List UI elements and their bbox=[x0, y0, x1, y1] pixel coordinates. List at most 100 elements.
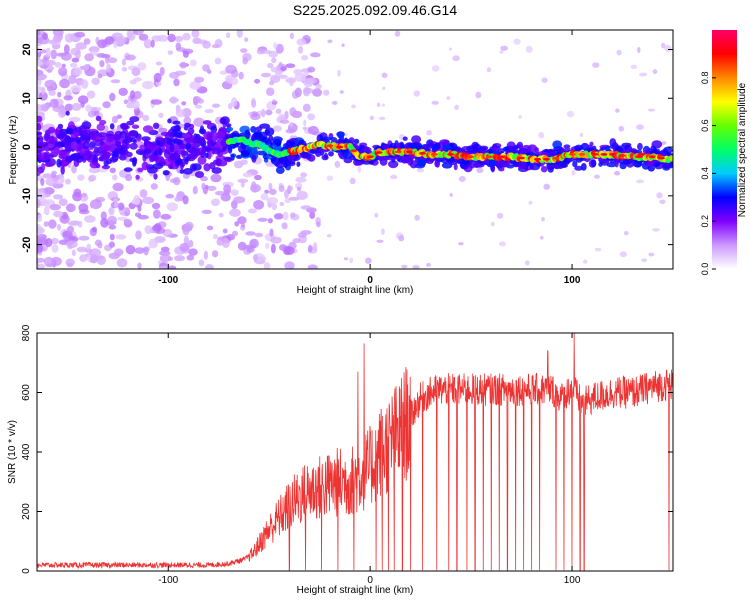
spectrogram-noise-blob bbox=[300, 230, 312, 235]
spectrogram-ridge-peak bbox=[657, 156, 665, 160]
spectrogram-noise-blob bbox=[182, 32, 191, 41]
spectrogram-band-blob bbox=[119, 149, 126, 155]
spectrogram-noise-blob bbox=[390, 174, 398, 180]
spectrogram-noise-blob bbox=[53, 210, 64, 218]
spectrogram-noise-blob bbox=[76, 246, 88, 253]
spectrogram-noise-blob bbox=[289, 78, 294, 87]
spectrogram-band-blob bbox=[74, 127, 83, 133]
spectrogram-band-blob bbox=[126, 120, 135, 126]
spectrogram-band-blob bbox=[427, 143, 435, 148]
spectrogram-band-blob bbox=[230, 153, 235, 161]
spectrogram-noise-blob bbox=[88, 174, 97, 182]
spectrogram-noise-blob bbox=[295, 176, 307, 183]
spectrogram-band-blob bbox=[589, 141, 594, 147]
spectrogram-band-blob bbox=[572, 161, 578, 168]
spectrogram-band-blob bbox=[41, 162, 46, 172]
spectrogram-noise-blob bbox=[592, 62, 600, 68]
spectrogram-noise-blob bbox=[254, 78, 261, 84]
spectrogram-band-blob bbox=[509, 146, 518, 155]
spectrogram-noise-blob bbox=[280, 115, 285, 121]
spectrogram-noise-blob bbox=[45, 237, 53, 248]
spectrogram-noise-blob bbox=[143, 38, 152, 49]
spectrogram-noise-blob bbox=[525, 260, 530, 266]
spectrogram-band-blob bbox=[149, 154, 155, 163]
spectrogram-noise-blob bbox=[201, 209, 212, 214]
spectrogram-noise-blob bbox=[636, 124, 644, 130]
spectrogram-noise-blob bbox=[271, 203, 278, 211]
spectrogram-noise-blob bbox=[73, 188, 82, 198]
spectrogram-band-blob bbox=[122, 138, 130, 144]
spectrogram-band-blob bbox=[217, 160, 228, 167]
spectrogram-band-blob bbox=[184, 122, 191, 128]
spectrogram-noise-blob bbox=[289, 185, 293, 191]
spectrogram-noise-blob bbox=[307, 113, 315, 121]
spectrogram-band-blob bbox=[426, 159, 434, 164]
spectrogram-noise-blob bbox=[150, 183, 158, 190]
spectrogram-band-blob bbox=[209, 162, 216, 170]
spectrogram-band-blob bbox=[81, 121, 92, 130]
spectrogram-band-blob bbox=[268, 135, 274, 142]
spectrogram-noise-blob bbox=[206, 225, 214, 231]
spectrogram-noise-blob bbox=[89, 106, 102, 112]
spectrogram-noise-blob bbox=[64, 33, 74, 43]
spectrogram-noise-blob bbox=[75, 42, 87, 50]
spectrogram-band-blob bbox=[353, 138, 360, 144]
spectrogram-noise-blob bbox=[274, 69, 283, 76]
spectrogram-noise-blob bbox=[284, 246, 295, 256]
spectrogram-noise-blob bbox=[69, 63, 78, 68]
spectrogram-noise-blob bbox=[661, 42, 666, 49]
spectrogram-ridge-peak bbox=[336, 145, 344, 149]
spectrogram-noise-blob bbox=[45, 59, 56, 66]
spectrogram-ridge-peak bbox=[394, 150, 402, 154]
spectrogram-band-blob bbox=[216, 131, 226, 139]
spectrogram-noise-blob bbox=[191, 30, 200, 38]
spectrogram-noise-blob bbox=[37, 263, 46, 269]
spectrogram-noise-blob bbox=[214, 57, 222, 65]
spectrogram-band-blob bbox=[494, 159, 504, 168]
spectrogram-band-blob bbox=[142, 152, 151, 159]
spectrogram-noise-blob bbox=[159, 254, 172, 262]
spectrogram-band-blob bbox=[278, 156, 289, 165]
spectrogram-band-blob bbox=[67, 121, 75, 130]
spectrogram-noise-blob bbox=[132, 30, 144, 36]
spectrogram-noise-blob bbox=[289, 107, 297, 117]
spectrogram-band-blob bbox=[529, 163, 540, 171]
snr-series-line bbox=[37, 333, 673, 571]
spectrogram-noise-blob bbox=[260, 72, 272, 78]
spectrogram-band-blob bbox=[558, 147, 566, 154]
spectrogram-band-blob bbox=[226, 126, 234, 132]
spectrogram-noise-blob bbox=[297, 186, 301, 192]
spectrogram-band-blob bbox=[368, 160, 374, 165]
spectrogram-noise-blob bbox=[307, 66, 316, 73]
spectrogram-noise-blob bbox=[80, 100, 85, 108]
spectrogram-band-blob bbox=[540, 166, 548, 173]
spectrogram-band-blob bbox=[129, 157, 137, 163]
spectrogram-noise-blob bbox=[261, 108, 266, 118]
spectrogram-noise-blob bbox=[86, 90, 96, 99]
spectrogram-band-blob bbox=[37, 123, 42, 131]
spectrogram-noise-blob bbox=[123, 218, 132, 224]
spectrogram-band-blob bbox=[225, 123, 232, 128]
spectrogram-noise-blob bbox=[158, 265, 170, 269]
spectrogram-noise-blob bbox=[63, 44, 70, 55]
spectrogram-noise-blob bbox=[237, 178, 249, 183]
spectrogram-band-blob bbox=[330, 137, 337, 142]
spectrogram-band-blob bbox=[466, 145, 478, 153]
spectrogram-noise-blob bbox=[91, 77, 100, 86]
spectrogram-noise-blob bbox=[131, 67, 141, 77]
spectrogram-noise-blob bbox=[65, 178, 71, 185]
spectrogram-noise-blob bbox=[232, 230, 238, 237]
spectrogram-noise-blob bbox=[114, 201, 119, 209]
spectrogram-band-blob bbox=[109, 123, 115, 130]
spectrogram-band-blob bbox=[103, 160, 109, 167]
spectrogram-noise-blob bbox=[266, 87, 275, 96]
spectrogram-noise-blob bbox=[253, 200, 265, 210]
spectrogram-noise-blob bbox=[280, 66, 287, 71]
snr-ylabel: SNR (10 * v/v) bbox=[7, 420, 18, 484]
snr-axes: -100 0 100 0 200 400 600 800 bbox=[21, 324, 673, 586]
spectrogram-noise-blob bbox=[182, 195, 189, 205]
spectrogram-noise-blob bbox=[45, 177, 58, 187]
spectrogram-noise-blob bbox=[310, 52, 321, 58]
spectrogram-band-blob bbox=[354, 161, 363, 166]
